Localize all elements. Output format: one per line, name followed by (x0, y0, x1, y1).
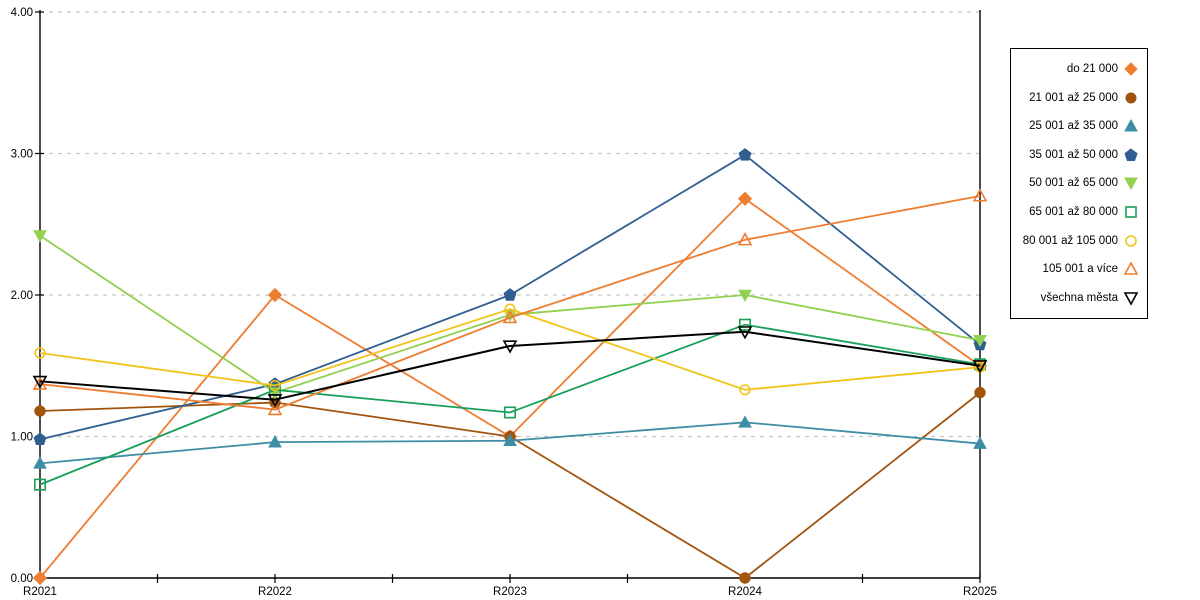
y-tick-label: 0.00 (11, 573, 33, 585)
legend-item: 65 001 až 80 000 (1015, 199, 1139, 225)
triangle-up-glyph (1124, 119, 1138, 132)
triangle-up-marker-icon (737, 232, 753, 246)
circle-marker-icon (739, 384, 751, 396)
pentagon-marker-icon (1124, 148, 1138, 161)
legend-item: 21 001 až 25 000 (1015, 85, 1139, 111)
triangle-down-marker-icon (502, 340, 518, 354)
diamond-glyph (1124, 62, 1138, 76)
pentagon-marker-icon (33, 432, 47, 446)
legend-label: 35 001 až 50 000 (1029, 148, 1118, 161)
pentagon-marker-icon (503, 288, 517, 301)
triangle-up-marker-icon (268, 435, 282, 448)
triangle-down-glyph (1123, 291, 1139, 306)
legend-label: 21 001 až 25 000 (1029, 91, 1118, 104)
series-line (39, 391, 981, 579)
legend-label: 25 001 až 35 000 (1029, 120, 1118, 133)
legend-item: 80 001 až 105 000 (1015, 228, 1139, 254)
triangle-up-marker-icon (973, 436, 987, 449)
triangle-up-marker-icon (267, 401, 283, 416)
circle-marker-icon (974, 386, 986, 399)
diamond-marker-icon (32, 570, 48, 586)
triangle-up-marker-icon (738, 415, 752, 428)
triangle-down-marker-icon (32, 375, 48, 389)
square-marker-icon (1125, 206, 1137, 218)
triangle-down-marker-icon (267, 394, 283, 408)
x-tick-label: R2022 (258, 586, 292, 598)
circle-marker-icon (34, 347, 46, 359)
square-marker-icon (738, 318, 751, 331)
circle-glyph (1125, 234, 1137, 247)
legend-label: do 21 000 (1066, 63, 1118, 76)
circle-glyph (1125, 92, 1137, 104)
triangle-up-glyph (1123, 261, 1139, 275)
series-line (39, 308, 981, 391)
triangle-down-marker-icon (738, 289, 752, 303)
legend-label: 80 001 až 105 000 (1022, 234, 1118, 247)
legend-label: všechna města (1040, 291, 1118, 304)
triangle-down-marker-icon (1124, 177, 1138, 191)
legend-label: 50 001 až 65 000 (1029, 177, 1118, 190)
y-tick-label: 3.00 (11, 149, 33, 161)
diamond-marker-icon (1124, 62, 1138, 76)
triangle-down-marker-icon (1123, 291, 1139, 306)
legend: do 21 000 21 001 až 25 000 25 001 až 35 00… (1010, 48, 1148, 319)
diamond-marker-icon (267, 287, 283, 303)
triangle-down-glyph (1124, 177, 1138, 191)
legend-label: 65 001 až 80 000 (1029, 206, 1118, 218)
circle-marker-icon (34, 405, 46, 417)
diamond-marker-icon (737, 191, 753, 206)
y-tick-label: 4.00 (11, 7, 33, 19)
triangle-up-marker-icon (502, 309, 518, 324)
triangle-up-marker-icon (1124, 119, 1138, 132)
triangle-up-marker-icon (33, 456, 47, 469)
triangle-up-marker-icon (1123, 261, 1139, 275)
y-tick-label: 2.00 (11, 290, 33, 302)
legend-label: 105 001 a více (1042, 263, 1118, 276)
legend-item: 105 001 a více (1015, 256, 1139, 282)
circle-marker-icon (739, 572, 751, 584)
x-tick-label: R2024 (728, 586, 762, 598)
series-line (39, 197, 981, 579)
triangle-down-marker-icon (972, 360, 988, 374)
circle-marker-icon (504, 303, 516, 315)
y-tick-label: 1.00 (11, 432, 33, 444)
series-line (39, 330, 981, 401)
legend-item: do 21 000 (1015, 56, 1139, 82)
x-tick-label: R2023 (493, 586, 527, 598)
triangle-down-marker-icon (973, 334, 987, 348)
legend-item: 35 001 až 50 000 (1015, 142, 1139, 168)
triangle-down-marker-icon (33, 230, 47, 243)
triangle-up-marker-icon (503, 433, 517, 447)
circle-marker-icon (1125, 234, 1137, 247)
x-tick-label: R2025 (963, 586, 997, 598)
square-marker-icon (503, 406, 516, 419)
square-glyph (1125, 206, 1137, 218)
square-marker-icon (33, 478, 46, 491)
legend-item: všechna města (1015, 285, 1139, 311)
pentagon-marker-icon (738, 148, 752, 161)
pentagon-glyph (1124, 148, 1138, 161)
series-line (39, 323, 981, 486)
circle-marker-icon (269, 379, 281, 392)
triangle-up-marker-icon (972, 188, 988, 202)
circle-marker-icon (1125, 92, 1137, 104)
triangle-down-marker-icon (737, 326, 753, 340)
legend-item: 50 001 až 65 000 (1015, 170, 1139, 196)
legend-item: 25 001 až 35 000 (1015, 113, 1139, 139)
series-line (39, 195, 981, 411)
x-tick-label: R2021 (23, 586, 57, 598)
